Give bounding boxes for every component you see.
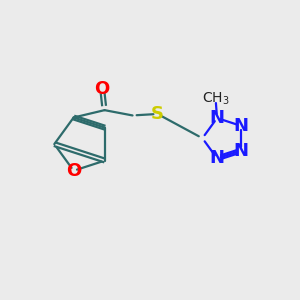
Text: O: O bbox=[94, 80, 110, 98]
Text: CH$_3$: CH$_3$ bbox=[202, 91, 230, 107]
Text: N: N bbox=[210, 149, 225, 167]
Text: S: S bbox=[151, 105, 164, 123]
Text: N: N bbox=[210, 109, 225, 127]
Text: O: O bbox=[66, 162, 81, 180]
Text: N: N bbox=[233, 117, 248, 135]
Text: N: N bbox=[233, 142, 248, 160]
